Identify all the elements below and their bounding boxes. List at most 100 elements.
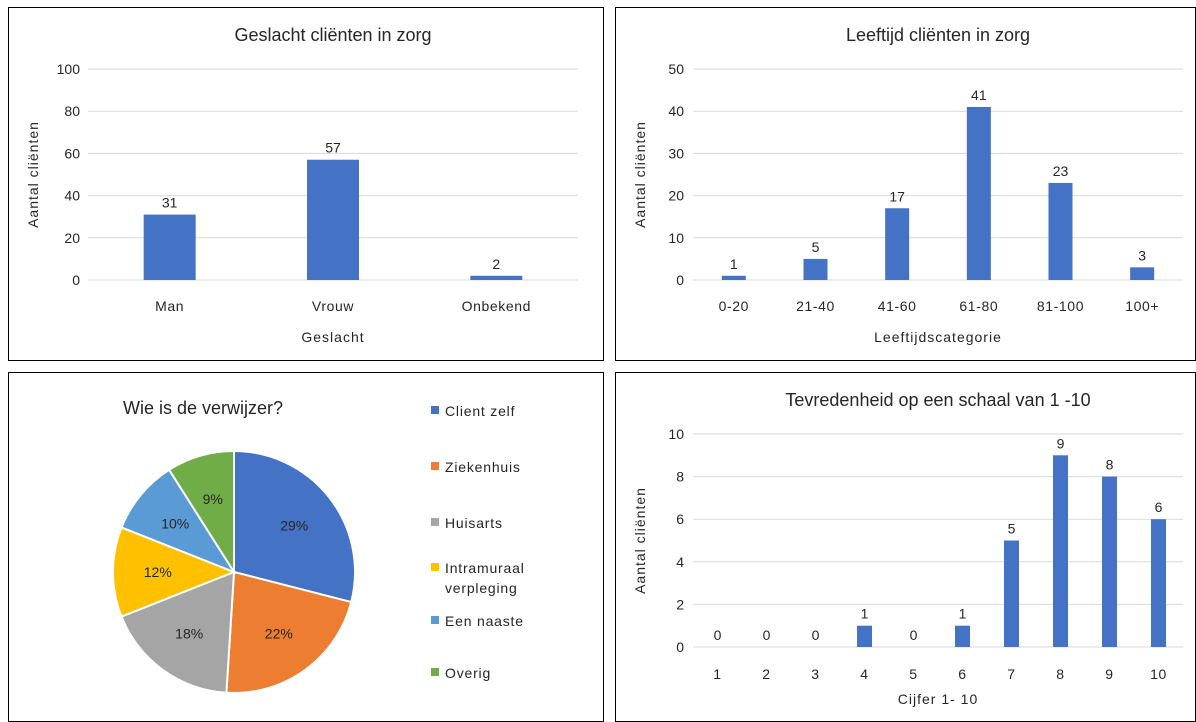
x-tick-label-10: 10 — [1150, 666, 1167, 682]
data-label-41-60: 17 — [889, 188, 905, 204]
x-tick-label-4: 4 — [860, 666, 868, 682]
data-label-3: 0 — [812, 627, 820, 643]
y-tick-label: 6 — [676, 511, 684, 527]
y-tick-label: 100 — [57, 61, 81, 77]
pie-slice-client-zelf — [233, 449, 356, 604]
pie-slice-ziekenhuis — [225, 570, 353, 694]
bar-61-80 — [966, 106, 991, 280]
y-tick-label: 60 — [64, 145, 80, 161]
bar-0-20 — [721, 275, 746, 280]
bar-8 — [1053, 455, 1068, 647]
legend-label-huisarts: Huisarts — [445, 515, 503, 531]
bar-6 — [955, 625, 970, 647]
slice-label-intramuraal-verpleging: 12% — [144, 564, 172, 580]
bar-man — [143, 214, 196, 280]
y-tick-label: 2 — [676, 596, 684, 612]
legend-swatch-een-naaste — [431, 616, 439, 624]
x-tick-label-100: 100+ — [1125, 298, 1159, 314]
y-tick-label: 8 — [676, 469, 684, 485]
data-label-10: 6 — [1155, 499, 1163, 515]
data-label-1: 0 — [714, 627, 722, 643]
slice-label-client-zelf: 29% — [280, 517, 308, 533]
y-tick-label: 0 — [676, 639, 684, 655]
x-tick-label-2: 2 — [762, 666, 770, 682]
chart-title: Leeftijd cliënten in zorg — [846, 25, 1030, 45]
legend-swatch-overig — [431, 668, 439, 676]
data-label-4: 1 — [861, 606, 869, 622]
bar-7 — [1004, 540, 1019, 647]
x-tick-label-1: 1 — [713, 666, 721, 682]
data-label-9: 8 — [1106, 457, 1114, 473]
x-tick-label-61-80: 61-80 — [959, 298, 998, 314]
chart-title: Geslacht cliënten in zorg — [234, 25, 431, 45]
y-axis-label: Aantal cliënten — [632, 121, 648, 228]
x-tick-label-vrouw: Vrouw — [312, 298, 354, 314]
data-label-2: 0 — [763, 627, 771, 643]
x-tick-label-0-20: 0-20 — [719, 298, 749, 314]
y-tick-label: 10 — [668, 230, 684, 246]
bar-chart-4: Tevredenheid op een schaal van 1 -10 0 2 4 6… — [615, 372, 1196, 722]
x-tick-label-8: 8 — [1056, 666, 1064, 682]
y-tick-label: 0 — [72, 272, 80, 288]
y-tick-label: 20 — [64, 230, 80, 246]
x-tick-label-21-40: 21-40 — [796, 298, 835, 314]
bar-10 — [1151, 519, 1166, 647]
chart-title: Wie is de verwijzer? — [123, 398, 283, 418]
chart-title: Tevredenheid op een schaal van 1 -10 — [785, 390, 1090, 410]
bar-chart-1: Geslacht cliënten in zorg 0 20 40 60 80 100 31 M… — [8, 7, 604, 361]
data-label-81-100: 23 — [1053, 163, 1069, 179]
chart-frame — [8, 7, 604, 361]
data-label-21-40: 5 — [812, 239, 820, 255]
legend-swatch-intramuraal-verpleging — [431, 563, 439, 571]
x-tick-label-6: 6 — [958, 666, 966, 682]
x-tick-label-9: 9 — [1105, 666, 1113, 682]
bar-chart-2: Leeftijd cliënten in zorg 0 10 20 30 40 50 1 0-2… — [615, 7, 1196, 361]
legend-label-overig: Overig — [445, 665, 491, 681]
pie-slice-intramuraal-verpleging — [112, 526, 237, 618]
x-tick-label-7: 7 — [1007, 666, 1015, 682]
bar-100 — [1130, 267, 1155, 280]
bar-9 — [1102, 476, 1117, 647]
data-label-100: 3 — [1138, 247, 1146, 263]
data-label-5: 0 — [910, 627, 918, 643]
chart-frame — [615, 372, 1196, 722]
slice-label-een-naaste: 10% — [161, 515, 189, 531]
bar-21-40 — [803, 258, 828, 280]
x-axis-label: Leeftijdscategorie — [874, 329, 1002, 345]
data-label-0-20: 1 — [730, 256, 738, 272]
y-tick-label: 40 — [64, 188, 80, 204]
x-tick-label-3: 3 — [811, 666, 819, 682]
legend-label-intramuraal-verpleging: Intramuraal — [445, 560, 525, 576]
y-tick-label: 4 — [676, 554, 684, 570]
x-tick-label-81-100: 81-100 — [1037, 298, 1084, 314]
bar-onbekend — [470, 275, 523, 280]
data-label-8: 9 — [1057, 435, 1065, 451]
legend-label-client-zelf: Client zelf — [445, 403, 515, 419]
bar-81-100 — [1048, 182, 1073, 280]
y-tick-label: 0 — [676, 272, 684, 288]
data-label-man: 31 — [162, 195, 178, 211]
legend-label-ziekenhuis: Ziekenhuis — [445, 459, 521, 475]
bar-4 — [857, 625, 872, 647]
pie-slice-huisarts — [120, 570, 236, 694]
y-tick-label: 80 — [64, 103, 80, 119]
data-label-6: 1 — [959, 606, 967, 622]
y-tick-label: 30 — [668, 145, 684, 161]
data-label-7: 5 — [1008, 521, 1016, 537]
slice-label-ziekenhuis: 22% — [265, 626, 293, 642]
x-tick-label-41-60: 41-60 — [878, 298, 917, 314]
y-axis-label: Aantal cliënten — [25, 121, 41, 228]
data-label-onbekend: 2 — [492, 256, 500, 272]
bar-41-60 — [885, 208, 910, 280]
slice-label-huisarts: 18% — [175, 626, 203, 642]
pie-slice-overig — [167, 449, 235, 576]
data-label-61-80: 41 — [971, 87, 987, 103]
legend-swatch-client-zelf — [431, 406, 439, 414]
x-axis-label: Cijfer 1- 10 — [898, 691, 978, 707]
y-tick-label: 10 — [668, 426, 684, 442]
legend-swatch-ziekenhuis — [431, 462, 439, 470]
chart-frame — [615, 7, 1196, 361]
y-tick-label: 20 — [668, 188, 684, 204]
x-tick-label-5: 5 — [909, 666, 917, 682]
